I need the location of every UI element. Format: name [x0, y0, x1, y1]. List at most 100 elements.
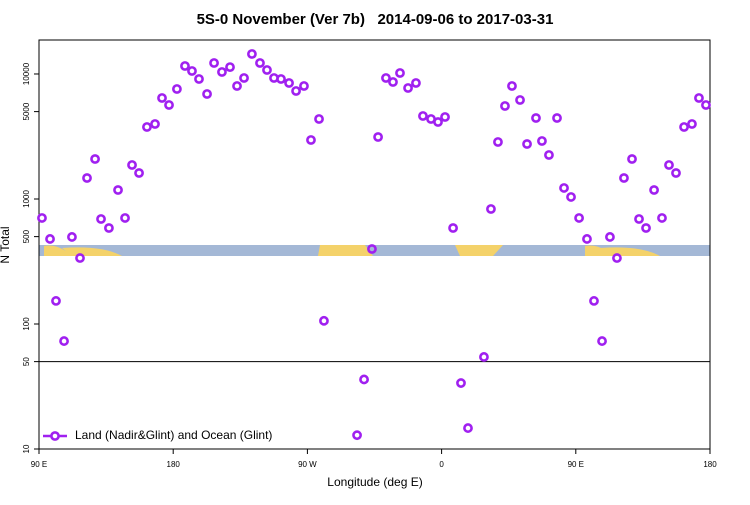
point: [395, 68, 405, 78]
point: [96, 214, 106, 224]
point: [67, 232, 77, 242]
point: [448, 223, 458, 233]
point: [202, 89, 212, 99]
point: [515, 95, 525, 105]
point: [433, 117, 443, 127]
x-tick-label: 0: [439, 460, 444, 469]
point: [262, 65, 272, 75]
point: [486, 204, 496, 214]
point: [359, 374, 369, 385]
x-tick-label: 180: [167, 460, 181, 469]
x-tick-label: 180: [703, 460, 717, 469]
point: [299, 81, 309, 91]
point: [687, 119, 697, 129]
point: [164, 100, 174, 110]
point: [217, 67, 227, 77]
point: [319, 315, 329, 326]
point: [127, 160, 137, 170]
point: [479, 352, 489, 362]
plot-frame: [38, 39, 711, 450]
point: [37, 213, 47, 223]
point: [209, 58, 219, 68]
legend-marker: [50, 431, 60, 441]
point: [314, 114, 324, 124]
point: [388, 77, 398, 87]
point: [284, 78, 294, 88]
point: [352, 430, 362, 441]
chart-title: 5S-0 November (Ver 7b) 2014-09-06 to 201…: [197, 11, 554, 28]
point: [403, 83, 413, 93]
point: [456, 378, 466, 388]
point: [381, 73, 391, 83]
point: [649, 185, 659, 195]
point: [597, 336, 607, 346]
point: [172, 84, 182, 94]
x-axis-label: Longitude (deg E): [327, 475, 422, 489]
point: [51, 296, 61, 306]
point: [418, 111, 428, 121]
y-tick-label: 5000: [22, 102, 31, 120]
y-tick-label: 500: [22, 229, 31, 243]
y-tick-label: 50: [22, 357, 31, 366]
point: [104, 223, 114, 233]
y-tick-label: 1000: [22, 190, 31, 208]
point: [82, 173, 92, 183]
x-tick-label: 90 E: [568, 460, 584, 469]
point: [522, 139, 532, 149]
point: [574, 213, 584, 223]
y-tick-label: 10000: [22, 62, 31, 85]
point: [239, 73, 249, 83]
point: [373, 132, 383, 142]
point: [120, 213, 130, 223]
point: [59, 336, 69, 346]
point: [134, 168, 144, 178]
point: [641, 223, 651, 233]
point: [180, 61, 190, 71]
point: [605, 232, 615, 242]
point: [157, 93, 167, 103]
point: [500, 101, 510, 111]
point: [566, 192, 576, 202]
point: [306, 135, 316, 145]
point: [232, 81, 242, 91]
point: [612, 253, 622, 263]
point: [411, 78, 421, 88]
point: [559, 183, 569, 193]
point: [544, 150, 554, 160]
point: [627, 154, 637, 164]
point: [75, 253, 85, 263]
point: [247, 49, 257, 59]
point: [634, 214, 644, 224]
point: [291, 86, 301, 96]
point: [225, 62, 235, 73]
point: [150, 119, 160, 129]
y-tick-label: 10: [22, 444, 31, 453]
point: [276, 74, 286, 84]
point: [664, 160, 674, 170]
point: [113, 185, 123, 195]
point: [531, 113, 541, 123]
point: [463, 423, 473, 433]
point: [552, 113, 562, 123]
y-tick-label: 100: [22, 317, 31, 331]
point: [142, 122, 152, 132]
y-axis-label: N Total: [0, 226, 12, 263]
point: [671, 168, 681, 178]
point: [657, 213, 667, 223]
x-tick-label: 90 W: [298, 460, 317, 469]
point: [619, 173, 629, 183]
point: [493, 137, 503, 147]
point: [187, 66, 197, 76]
point: [90, 154, 100, 164]
point: [194, 74, 204, 84]
point: [537, 136, 547, 146]
point: [440, 112, 450, 122]
point: [589, 296, 599, 306]
point: [694, 93, 704, 103]
point: [582, 234, 592, 244]
point: [255, 58, 265, 68]
legend-label: Land (Nadir&Glint) and Ocean (Glint): [75, 428, 272, 442]
x-tick-label: 90 E: [31, 460, 47, 469]
point: [45, 234, 55, 244]
